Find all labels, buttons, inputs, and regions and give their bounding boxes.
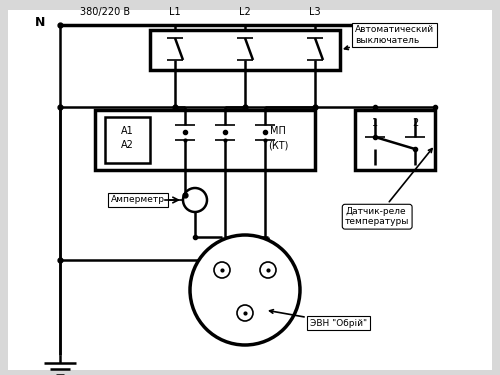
Text: L2: L2	[239, 7, 251, 17]
Text: Амперметр: Амперметр	[111, 195, 165, 204]
Circle shape	[190, 235, 300, 345]
Bar	[355, 110, 435, 170]
Text: ЭВН "Обрій": ЭВН "Обрій"	[270, 310, 367, 327]
Text: L1: L1	[169, 7, 181, 17]
Text: 1: 1	[372, 118, 378, 128]
Text: Датчик-реле
температуры: Датчик-реле температуры	[345, 148, 432, 226]
Circle shape	[260, 262, 276, 278]
Circle shape	[214, 262, 230, 278]
Bar	[105, 117, 150, 163]
Circle shape	[183, 188, 207, 212]
Text: МП
(КТ): МП (КТ)	[268, 126, 288, 150]
Text: 2: 2	[412, 118, 418, 128]
Text: N: N	[35, 16, 45, 30]
Text: Автоматический
выключатель: Автоматический выключатель	[344, 25, 434, 50]
Bar	[95, 110, 315, 170]
Text: 380/220 В: 380/220 В	[80, 7, 130, 17]
Bar	[150, 30, 340, 70]
Text: A1
A2: A1 A2	[121, 126, 134, 150]
Text: L3: L3	[309, 7, 321, 17]
Circle shape	[237, 305, 253, 321]
